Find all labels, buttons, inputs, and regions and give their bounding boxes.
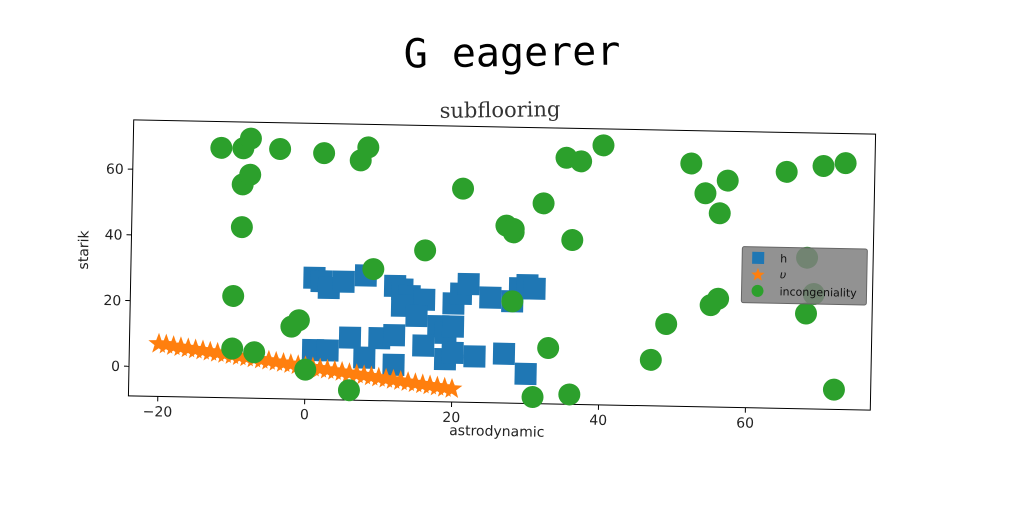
x-tick-label: 60 [736, 416, 754, 432]
legend-label-upsilon: υ [780, 268, 787, 281]
point-incongeniality-4 [313, 142, 336, 165]
legend-marker-h [752, 251, 765, 265]
x-axis-label: astrodynamic [449, 423, 545, 441]
point-h-28 [316, 339, 339, 362]
point-incongeniality-46 [822, 378, 845, 401]
point-incongeniality-8 [239, 163, 262, 186]
point-h-26 [523, 277, 546, 300]
point-incongeniality-28 [561, 229, 584, 252]
point-upsilon-40 [441, 377, 463, 398]
y-axis-label: starik [76, 229, 93, 269]
point-h-17 [412, 334, 435, 357]
point-incongeniality-10 [222, 284, 245, 307]
point-incongeniality-44 [812, 154, 835, 177]
point-incongeniality-33 [655, 313, 678, 336]
point-incongeniality-24 [532, 192, 555, 215]
legend: h υ incongeniality [740, 246, 868, 306]
x-tick-label: 0 [300, 407, 309, 423]
point-incongeniality-39 [707, 287, 730, 310]
point-incongeniality-35 [694, 182, 717, 205]
point-h-19 [441, 341, 464, 364]
point-h-3 [332, 270, 355, 293]
legend-label-incongeniality: incongeniality [779, 285, 857, 299]
x-tick-label: 20 [442, 410, 460, 426]
point-incongeniality-26 [570, 150, 593, 173]
x-tick-label: −20 [143, 404, 173, 421]
point-incongeniality-6 [357, 136, 380, 159]
point-incongeniality-32 [639, 348, 662, 371]
point-incongeniality-37 [708, 202, 731, 225]
point-incongeniality-0 [210, 136, 233, 159]
point-incongeniality-12 [243, 341, 266, 364]
point-h-33 [382, 353, 405, 376]
point-incongeniality-18 [414, 239, 437, 262]
point-incongeniality-40 [775, 160, 798, 183]
point-incongeniality-16 [337, 379, 360, 402]
point-h-22 [479, 286, 502, 309]
point-incongeniality-45 [834, 152, 857, 175]
point-incongeniality-3 [269, 137, 292, 160]
x-tick-label: 40 [589, 413, 607, 429]
point-incongeniality-27 [592, 134, 615, 157]
point-h-34 [514, 362, 537, 386]
point-incongeniality-14 [287, 309, 310, 332]
point-h-30 [353, 346, 376, 369]
legend-marker-upsilon [751, 267, 765, 281]
point-h-20 [463, 345, 486, 368]
point-incongeniality-2 [239, 127, 262, 150]
point-incongeniality-22 [502, 218, 525, 241]
point-incongeniality-17 [362, 258, 385, 281]
point-incongeniality-15 [294, 358, 317, 381]
point-incongeniality-34 [680, 152, 703, 175]
point-incongeniality-9 [230, 216, 253, 239]
point-h-11 [457, 272, 480, 296]
legend-marker-incongeniality [751, 284, 764, 297]
point-h-32 [382, 323, 406, 347]
axis-ticks: −20 0 20 40 60 0 20 40 60 [103, 162, 754, 432]
point-h-16 [441, 315, 465, 338]
point-h-29 [338, 326, 362, 349]
point-incongeniality-31 [558, 383, 581, 406]
point-incongeniality-43 [795, 302, 818, 325]
point-h-21 [492, 342, 516, 365]
y-tick-label: 40 [105, 227, 123, 243]
legend-label-h: h [780, 252, 787, 265]
y-tick-label: 60 [106, 162, 124, 178]
point-incongeniality-29 [537, 337, 560, 360]
point-h-13 [405, 304, 428, 328]
y-tick-label: 20 [103, 293, 121, 309]
y-tick-label: 0 [111, 359, 120, 375]
point-incongeniality-30 [521, 386, 544, 409]
point-incongeniality-11 [221, 337, 244, 360]
point-incongeniality-23 [501, 290, 524, 313]
point-incongeniality-36 [716, 169, 739, 192]
plot-area [127, 119, 877, 411]
point-incongeniality-19 [452, 177, 475, 200]
legend-box [740, 246, 868, 306]
